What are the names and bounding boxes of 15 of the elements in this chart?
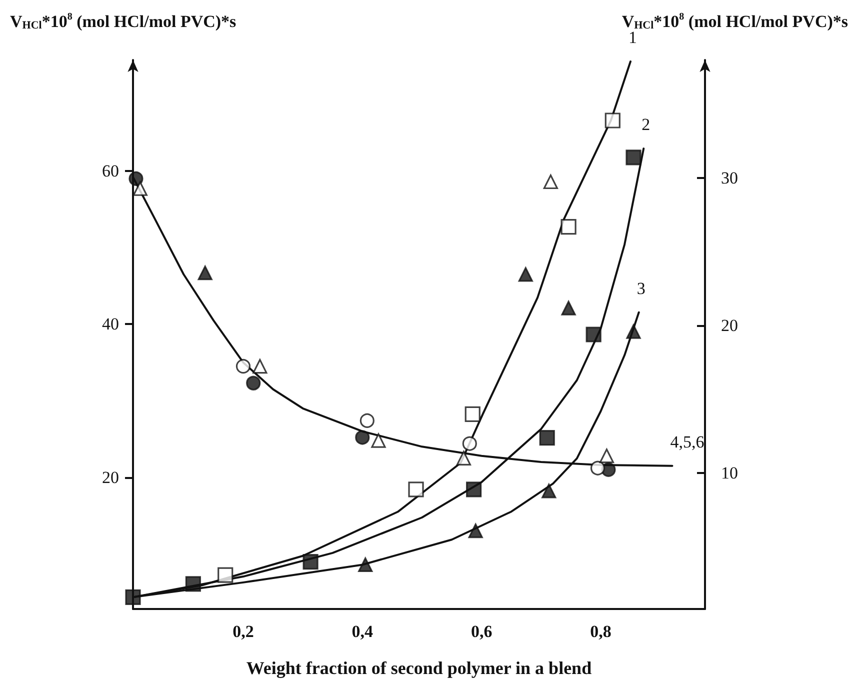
y-tick-label: 20 xyxy=(102,468,119,487)
y2-tick-label: 20 xyxy=(721,316,738,336)
x-tick-label: 0,4 xyxy=(352,622,374,641)
y2-tick-label: 10 xyxy=(721,464,738,483)
series-label: 4,5,6 xyxy=(670,432,704,452)
x-tick-label: 0,2 xyxy=(232,622,254,641)
y-tick-label: 40 xyxy=(102,314,119,334)
y-tick-label: 60 xyxy=(102,162,119,181)
x-tick-label: 0,6 xyxy=(470,622,492,641)
x-tick-label: 0,8 xyxy=(590,622,612,641)
y2-tick-label: 30 xyxy=(721,168,738,188)
series-label: 1 xyxy=(628,28,638,47)
series-label: 2 xyxy=(642,115,650,134)
x-axis-title: Weight fraction of second polymer in a blend xyxy=(246,658,592,678)
series-label: 3 xyxy=(636,278,646,298)
